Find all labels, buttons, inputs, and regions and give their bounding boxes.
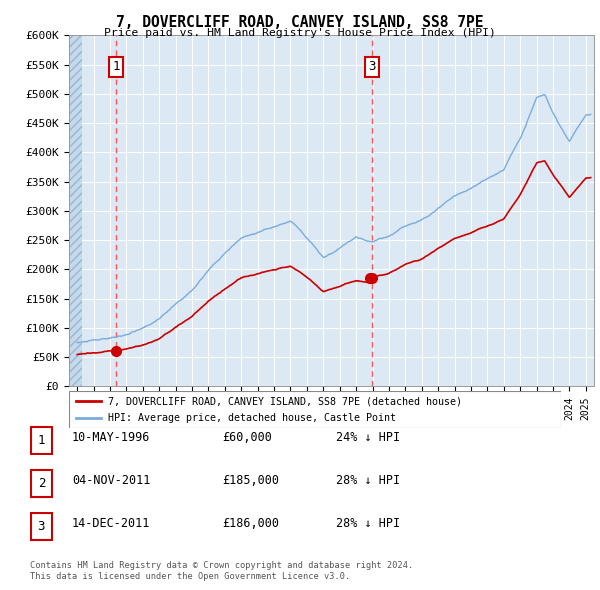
- Bar: [69, 35, 82, 386]
- FancyBboxPatch shape: [31, 513, 52, 540]
- Text: 3: 3: [368, 61, 376, 74]
- Text: 2: 2: [38, 477, 45, 490]
- Text: 7, DOVERCLIFF ROAD, CANVEY ISLAND, SS8 7PE: 7, DOVERCLIFF ROAD, CANVEY ISLAND, SS8 7…: [116, 15, 484, 30]
- Text: £60,000: £60,000: [222, 431, 272, 444]
- Text: This data is licensed under the Open Government Licence v3.0.: This data is licensed under the Open Gov…: [30, 572, 350, 581]
- Text: Price paid vs. HM Land Registry's House Price Index (HPI): Price paid vs. HM Land Registry's House …: [104, 28, 496, 38]
- FancyBboxPatch shape: [31, 470, 52, 497]
- Text: Contains HM Land Registry data © Crown copyright and database right 2024.: Contains HM Land Registry data © Crown c…: [30, 560, 413, 569]
- Text: HPI: Average price, detached house, Castle Point: HPI: Average price, detached house, Cast…: [109, 413, 397, 423]
- Text: 7, DOVERCLIFF ROAD, CANVEY ISLAND, SS8 7PE (detached house): 7, DOVERCLIFF ROAD, CANVEY ISLAND, SS8 7…: [109, 396, 463, 407]
- Text: 28% ↓ HPI: 28% ↓ HPI: [336, 517, 400, 530]
- Text: 24% ↓ HPI: 24% ↓ HPI: [336, 431, 400, 444]
- Text: 3: 3: [38, 520, 45, 533]
- FancyBboxPatch shape: [69, 391, 561, 428]
- Text: 10-MAY-1996: 10-MAY-1996: [72, 431, 151, 444]
- Text: £185,000: £185,000: [222, 474, 279, 487]
- Text: 1: 1: [112, 61, 119, 74]
- Text: 14-DEC-2011: 14-DEC-2011: [72, 517, 151, 530]
- Text: 1: 1: [38, 434, 45, 447]
- Text: 04-NOV-2011: 04-NOV-2011: [72, 474, 151, 487]
- Text: 28% ↓ HPI: 28% ↓ HPI: [336, 474, 400, 487]
- Text: £186,000: £186,000: [222, 517, 279, 530]
- FancyBboxPatch shape: [31, 427, 52, 454]
